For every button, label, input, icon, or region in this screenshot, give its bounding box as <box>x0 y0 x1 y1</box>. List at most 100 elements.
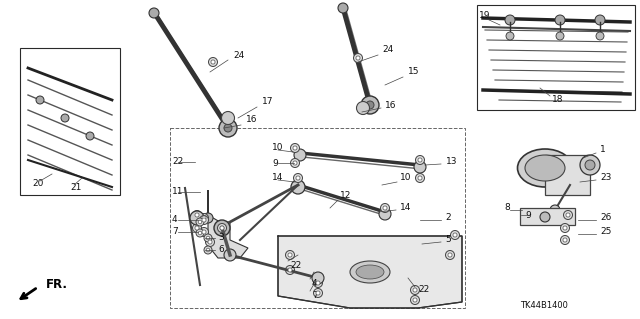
Circle shape <box>580 155 600 175</box>
Text: 9: 9 <box>272 159 278 167</box>
Circle shape <box>285 265 294 275</box>
Circle shape <box>418 176 422 180</box>
Text: 22: 22 <box>172 158 183 167</box>
Circle shape <box>506 32 514 40</box>
Circle shape <box>196 218 204 226</box>
Circle shape <box>214 220 230 236</box>
Text: 25: 25 <box>600 227 611 236</box>
Circle shape <box>195 213 199 217</box>
Text: 14: 14 <box>400 204 412 212</box>
Circle shape <box>296 176 300 180</box>
Text: 4: 4 <box>312 278 317 287</box>
Circle shape <box>196 229 204 237</box>
Circle shape <box>202 230 206 234</box>
Circle shape <box>451 231 460 240</box>
Circle shape <box>418 158 422 162</box>
Circle shape <box>505 15 515 25</box>
Text: 1: 1 <box>600 145 605 154</box>
Text: 5: 5 <box>445 235 451 244</box>
Text: FR.: FR. <box>46 278 68 292</box>
Circle shape <box>366 101 374 109</box>
Circle shape <box>448 253 452 257</box>
Circle shape <box>453 233 457 237</box>
Circle shape <box>291 144 300 152</box>
Circle shape <box>563 211 573 219</box>
Circle shape <box>563 226 567 230</box>
Text: 20: 20 <box>32 179 44 188</box>
Circle shape <box>218 224 227 233</box>
Text: 13: 13 <box>446 158 458 167</box>
Circle shape <box>414 161 426 173</box>
Text: 7: 7 <box>312 291 317 300</box>
Circle shape <box>224 249 236 261</box>
Circle shape <box>221 112 234 124</box>
Text: 16: 16 <box>385 100 397 109</box>
Circle shape <box>198 220 202 224</box>
Text: 11: 11 <box>172 188 184 197</box>
Circle shape <box>198 231 202 235</box>
Circle shape <box>381 204 390 212</box>
Circle shape <box>383 206 387 210</box>
Circle shape <box>415 174 424 182</box>
Circle shape <box>561 224 570 233</box>
Text: 19: 19 <box>479 11 490 20</box>
Circle shape <box>288 253 292 257</box>
Text: 26: 26 <box>600 213 611 222</box>
Text: 15: 15 <box>408 68 419 77</box>
Circle shape <box>220 226 224 230</box>
Circle shape <box>356 101 369 115</box>
Circle shape <box>61 114 69 122</box>
Circle shape <box>204 246 212 254</box>
Circle shape <box>193 224 202 233</box>
Circle shape <box>556 32 564 40</box>
Circle shape <box>200 213 209 222</box>
Circle shape <box>193 211 202 219</box>
Text: 21: 21 <box>70 183 81 192</box>
Circle shape <box>219 119 237 137</box>
Circle shape <box>585 160 595 170</box>
Text: 3: 3 <box>218 234 224 242</box>
Text: 17: 17 <box>262 98 273 107</box>
Circle shape <box>209 57 218 66</box>
Circle shape <box>550 205 560 215</box>
Circle shape <box>595 15 605 25</box>
Circle shape <box>410 295 419 305</box>
Text: 23: 23 <box>600 174 611 182</box>
Circle shape <box>563 238 567 242</box>
Ellipse shape <box>518 149 573 187</box>
Circle shape <box>293 161 297 165</box>
Circle shape <box>36 96 44 104</box>
Circle shape <box>291 159 300 167</box>
Ellipse shape <box>356 265 384 279</box>
Circle shape <box>203 213 213 223</box>
Bar <box>170 128 465 308</box>
Circle shape <box>202 218 206 222</box>
Polygon shape <box>208 190 248 258</box>
Circle shape <box>218 224 227 233</box>
Circle shape <box>356 56 360 60</box>
Circle shape <box>293 146 297 150</box>
Ellipse shape <box>350 261 390 283</box>
Circle shape <box>190 211 204 225</box>
Circle shape <box>224 124 232 132</box>
Text: 10: 10 <box>272 144 284 152</box>
Circle shape <box>415 155 424 165</box>
Circle shape <box>555 15 565 25</box>
Circle shape <box>202 216 206 220</box>
Text: 8: 8 <box>504 204 509 212</box>
Text: 24: 24 <box>382 46 393 55</box>
Circle shape <box>204 234 212 242</box>
Circle shape <box>316 291 320 295</box>
Text: 7: 7 <box>172 227 178 236</box>
Circle shape <box>206 248 210 252</box>
Text: TK44B1400: TK44B1400 <box>520 300 568 309</box>
Circle shape <box>200 227 209 236</box>
Text: 6: 6 <box>218 246 224 255</box>
Circle shape <box>316 281 320 285</box>
Circle shape <box>211 60 215 64</box>
Text: 22: 22 <box>418 286 429 294</box>
Circle shape <box>86 132 94 140</box>
Circle shape <box>445 250 454 259</box>
Text: 12: 12 <box>340 190 351 199</box>
Circle shape <box>379 208 391 220</box>
